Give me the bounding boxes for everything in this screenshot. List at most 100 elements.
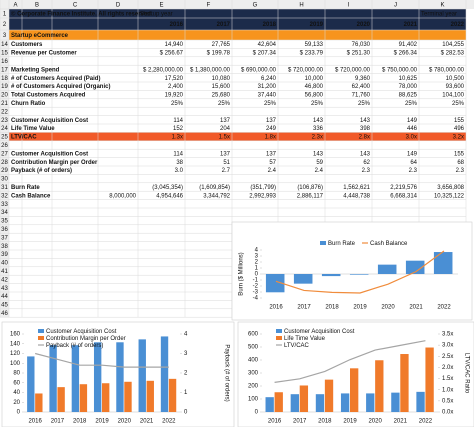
cell-value: 71,760 — [352, 93, 371, 99]
row-fill — [9, 9, 466, 18]
cell-value: 2,992,993 — [249, 193, 276, 199]
cell-value: 4,448,738 — [343, 193, 370, 199]
y2-tick-label: 2.5x — [442, 354, 453, 360]
cell-value: 10,325,122 — [434, 193, 465, 199]
cell-value: $ 750,000.00 — [382, 67, 418, 73]
y-tick-label: 300 — [248, 371, 259, 377]
y2-tick-label: 0.5x — [442, 398, 453, 404]
cell-value: 2.3 — [409, 168, 418, 174]
row-number: 37 — [1, 235, 8, 241]
y-tick-label: 3 — [255, 254, 259, 260]
cell-value: 46,800 — [305, 84, 324, 90]
x-tick-label: 2019 — [353, 305, 367, 311]
row-label: # of Customers Acquired (Organic) — [11, 84, 110, 90]
bar — [116, 342, 124, 412]
row-number: 21 — [1, 101, 8, 107]
y-tick-label: 500 — [248, 345, 259, 351]
legend-swatch — [276, 336, 282, 340]
row-number: 26 — [1, 143, 8, 149]
row-label: Total Customers Acquired — [11, 93, 86, 99]
cell-value: 249 — [266, 126, 277, 132]
cell-value: 114 — [173, 151, 183, 157]
cell-value: 9,360 — [355, 76, 371, 82]
cell-value: 2021 — [404, 22, 418, 28]
cell-value: 25% — [358, 101, 371, 107]
cell-value: 3.0x — [406, 135, 417, 141]
row-number: 14 — [1, 42, 8, 48]
y2-tick-label: 1.0x — [442, 387, 453, 393]
cell-value: 56,800 — [305, 93, 324, 99]
row-header-band — [0, 9, 9, 318]
cell-value: 3.2x — [453, 135, 464, 141]
chart-area — [231, 221, 473, 321]
bar — [375, 360, 384, 412]
y-tick-label: 60 — [13, 380, 20, 386]
x-tick-label: 2021 — [394, 419, 408, 425]
row-number: 17 — [1, 67, 8, 73]
y2-tick-label: 2 — [184, 371, 188, 377]
cell-value: 2017 — [217, 22, 231, 28]
row-label: # of Customers Acquired (Paid) — [11, 76, 100, 82]
row-label: Churn Ratio — [11, 101, 46, 107]
cell-value: $ 256.67 — [160, 51, 184, 57]
bar — [265, 397, 274, 412]
cell-value: 42,604 — [258, 42, 277, 48]
cell-value: 143 — [313, 118, 324, 124]
row-number: 40 — [1, 261, 8, 267]
y-tick-label: 20 — [13, 400, 20, 406]
y-tick-label: 2 — [255, 260, 259, 266]
column-letter: J — [394, 2, 397, 8]
bar — [49, 345, 57, 412]
cell-value: 104,100 — [442, 93, 464, 99]
cell-value: 104,255 — [442, 42, 464, 48]
line-series — [274, 340, 426, 383]
cell-value: 114 — [173, 118, 183, 124]
legend-label: Burn Rate — [328, 241, 356, 247]
legend-swatch — [38, 329, 44, 333]
row-number: 44 — [1, 294, 8, 300]
cell-value: 2.3 — [362, 168, 371, 174]
cell-value: 6,668,314 — [390, 193, 417, 199]
row-number: 18 — [1, 76, 8, 82]
row-label: Marketing Spend — [11, 67, 60, 73]
cell-value: 204 — [220, 126, 231, 132]
cell-value: 1,562,621 — [343, 185, 370, 191]
row-number: 45 — [1, 303, 8, 309]
cell-value: 137 — [266, 118, 277, 124]
x-tick-label: 2017 — [51, 419, 65, 425]
bar — [160, 336, 169, 412]
cell-value: 1.5x — [219, 135, 230, 141]
row-number: 30 — [1, 177, 8, 183]
row-number: 24 — [1, 126, 8, 132]
row-number: 29 — [1, 168, 8, 174]
cell-value: $ 720,000.00 — [335, 67, 371, 73]
cell-value: 10,000 — [305, 76, 324, 82]
cell-value: 2,219,576 — [390, 185, 417, 191]
legend-label: Customer Acquisition Cost — [284, 329, 355, 335]
cell-value: 4,954,646 — [156, 193, 183, 199]
row-number: 22 — [1, 109, 8, 115]
cell-value: 149 — [407, 151, 418, 157]
x-tick-label: 2016 — [28, 419, 42, 425]
bar — [146, 380, 154, 412]
row-number: 27 — [1, 151, 8, 157]
y-tick-label: 100 — [10, 361, 21, 367]
bar — [366, 393, 375, 412]
cell-value: 2.7 — [222, 168, 231, 174]
cell-value: 3.0 — [175, 168, 184, 174]
row-number: 2 — [3, 22, 7, 28]
bar — [350, 368, 359, 412]
cell-value: 2.4 — [268, 168, 277, 174]
bar — [138, 339, 146, 412]
y2-axis-title: LTV/CAC Ratio — [463, 353, 469, 394]
cell-value: 25% — [264, 101, 277, 107]
cell-value: $ 251.30 — [347, 51, 371, 57]
row-label: Cash Balance — [11, 193, 51, 199]
x-tick-label: 2022 — [437, 305, 451, 311]
cell-value: $ 1,380,000.00 — [190, 67, 231, 73]
row-label: Payback (# of orders) — [11, 168, 72, 174]
cell-value: 2019 — [310, 22, 324, 28]
y-tick-label: -2 — [253, 284, 259, 290]
y-tick-label: 0 — [17, 410, 21, 416]
cell-value: $ 199.78 — [207, 51, 231, 57]
